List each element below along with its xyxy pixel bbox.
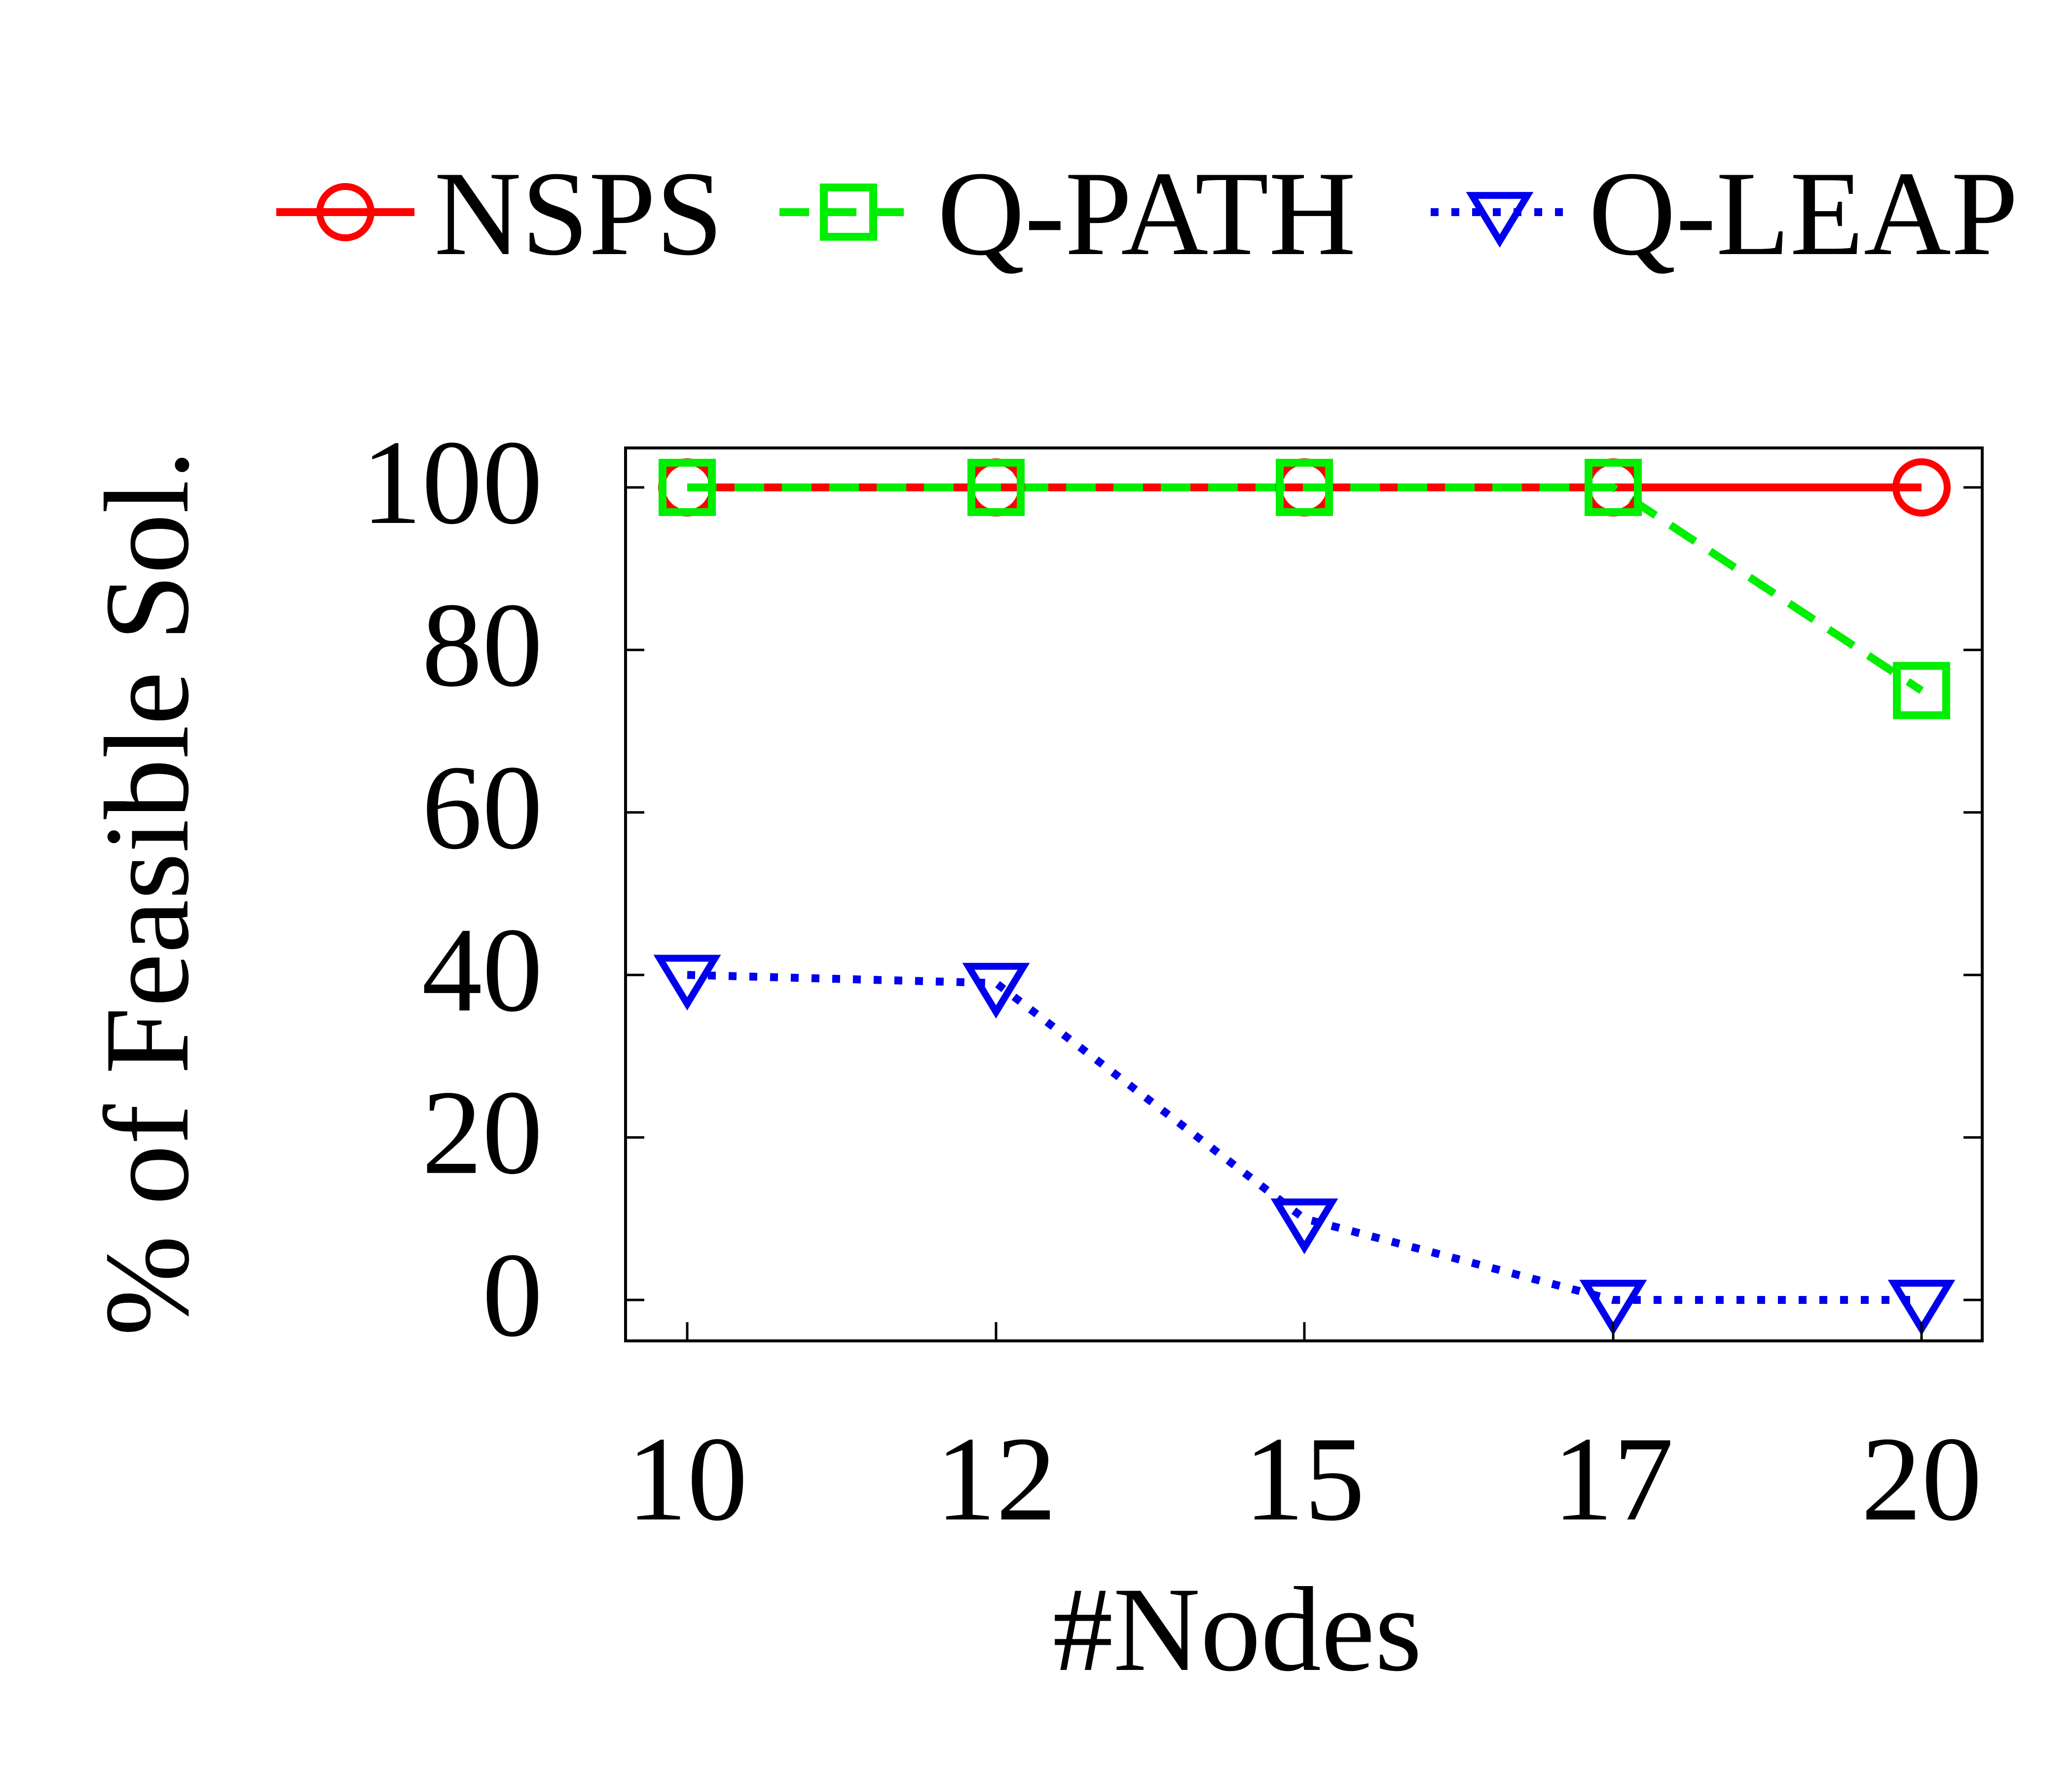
y-tick-label: 60 — [422, 740, 543, 874]
data-point-nsps — [1892, 458, 1951, 517]
legend-marker — [316, 183, 374, 241]
y-tick-label: 20 — [422, 1066, 543, 1199]
axes: 0 20 40 60 80 100 10 12 15 17 20 — [362, 415, 1984, 1546]
data-point-q-path — [1585, 459, 1642, 516]
data-point-q-leap — [653, 955, 721, 1011]
legend-marker — [820, 184, 877, 241]
data-point-q-leap — [1887, 1280, 1956, 1336]
y-tick-label: 40 — [422, 903, 543, 1036]
data-point-q-path — [1276, 459, 1333, 516]
y-tick-label: 100 — [362, 415, 543, 549]
data-point-q-path — [1893, 662, 1950, 719]
legend-label: NSPS — [434, 147, 723, 280]
x-tick-label: 12 — [936, 1412, 1057, 1546]
x-axis-title: #Nodes — [1053, 1562, 1422, 1696]
legend-item-q-leap: Q-LEAP — [1431, 147, 2018, 280]
legend-item-q-path: Q-PATH — [779, 147, 1356, 280]
legend-label: Q-PATH — [937, 147, 1356, 280]
x-tick-label: 15 — [1244, 1412, 1365, 1546]
plot-area — [653, 458, 1956, 1336]
data-point-q-leap — [1270, 1198, 1338, 1255]
data-point-q-leap — [962, 962, 1030, 1019]
x-tick-label: 17 — [1553, 1412, 1674, 1546]
plot-frame — [624, 446, 1984, 1342]
legend: NSPS Q-PATH Q-LEAP — [276, 147, 2018, 280]
series-line-q-leap — [687, 971, 1922, 1304]
legend-marker — [1466, 192, 1534, 248]
data-point-q-leap — [1579, 1280, 1647, 1336]
x-tick-label: 20 — [1861, 1412, 1982, 1546]
data-point-q-path — [659, 459, 716, 516]
y-tick-label: 0 — [482, 1228, 543, 1362]
y-tick-label: 80 — [422, 578, 543, 711]
legend-item-nsps: NSPS — [276, 147, 723, 280]
legend-label: Q-LEAP — [1589, 147, 2018, 280]
x-tick-label: 10 — [627, 1412, 748, 1546]
series-line-q-path — [687, 483, 1924, 694]
y-axis-title: % of Feasible Sol. — [80, 450, 214, 1336]
data-point-q-path — [967, 459, 1025, 516]
